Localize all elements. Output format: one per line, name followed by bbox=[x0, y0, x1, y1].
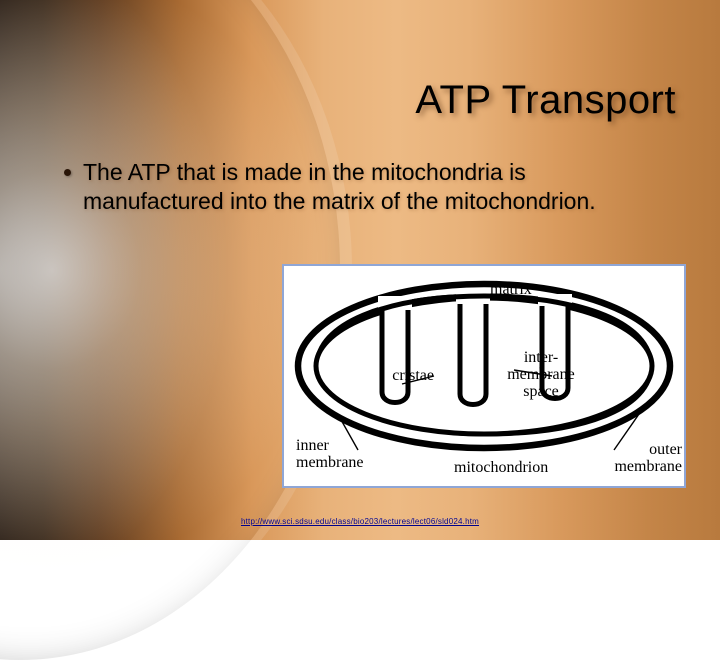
label-cristae: cristae bbox=[374, 368, 434, 385]
label-mitochondrion: mitochondrion bbox=[454, 460, 548, 477]
crista-2 bbox=[460, 298, 486, 405]
label-inner-membrane: inner membrane bbox=[296, 438, 364, 472]
bullet-text: The ATP that is made in the mitochondria… bbox=[83, 158, 668, 217]
bullet-dot-icon bbox=[64, 169, 71, 176]
label-matrix: matrix bbox=[490, 282, 532, 299]
mitochondrion-diagram: matrix cristae inter- membrane space inn… bbox=[282, 264, 686, 488]
citation-link[interactable]: http://www.sci.sdsu.edu/class/bio203/lec… bbox=[0, 517, 720, 526]
label-intermembrane: inter- membrane space bbox=[498, 350, 584, 400]
crista-1 bbox=[382, 302, 408, 403]
slide: ATP Transport The ATP that is made in th… bbox=[0, 0, 720, 540]
slide-title: ATP Transport bbox=[415, 78, 676, 123]
label-outer-membrane: outer membrane bbox=[600, 442, 682, 476]
bullet-item: The ATP that is made in the mitochondria… bbox=[64, 158, 668, 217]
